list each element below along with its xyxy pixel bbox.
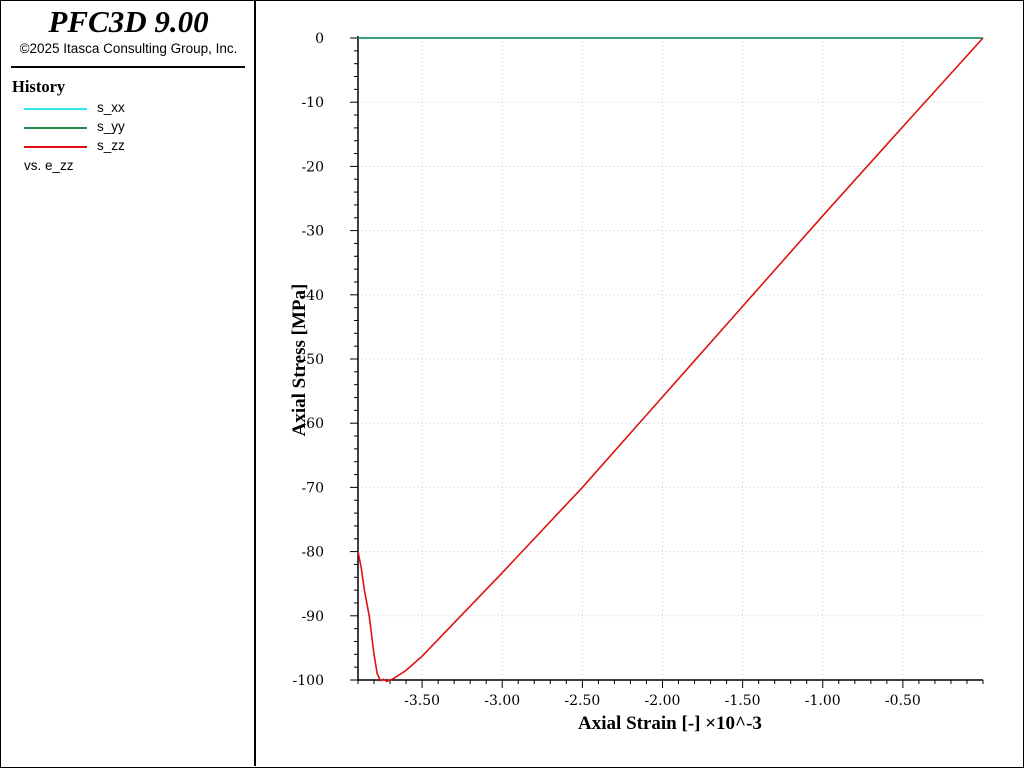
app-title: PFC3D 9.00 [48,4,209,39]
x-tick-label: -1.50 [725,693,761,709]
legend-swatch-s-yy [24,127,87,129]
legend-label-s-zz: s_zz [97,138,125,153]
legend-label-s-yy: s_yy [97,119,125,134]
versus-label: vs. e_zz [24,158,74,173]
labels-layer: 0 -10 -20 -30 -40 -50 -60 -70 -80 -90 -100 -3.50 -3.… [293,31,921,709]
y-tick-label: -80 [301,545,324,561]
y-tick-label: -60 [301,416,324,432]
y-tick-label: 0 [315,31,324,47]
series-layer [357,37,984,683]
x-tick-label: -2.50 [564,693,600,709]
copyright-text: ©2025 Itasca Consulting Group, Inc. [19,41,238,56]
legend-label-s-xx: s_xx [97,100,125,115]
series-line-s-zz [357,37,984,683]
legend-entry-s-zz: s_zz [23,138,223,154]
y-tick-label: -30 [301,224,324,240]
x-tick-label: -0.50 [885,693,921,709]
legend-swatch-s-zz [24,146,87,148]
x-tick-label: -1.00 [805,693,841,709]
y-tick-label: -90 [301,609,324,625]
grid-layer [358,38,983,680]
legend-panel: PFC3D 9.00 ©2025 Itasca Consulting Group… [1,1,256,766]
y-tick-label: -20 [301,159,324,175]
y-tick-label: -100 [293,673,324,689]
history-heading: History [12,77,66,96]
legend-swatch-s-xx [24,108,87,110]
x-tick-label: -3.00 [484,693,520,709]
x-tick-label: -3.50 [404,693,440,709]
y-tick-label: -50 [301,352,324,368]
legend-entry-s-xx: s_xx [23,100,223,116]
axes-layer [350,36,984,688]
y-axis-title: Axial Stress [MPa] [289,284,310,437]
x-axis-title: Axial Strain [-] ×10^-3 [578,713,762,734]
legend-entry-s-yy: s_yy [23,119,223,135]
title-divider [11,66,245,68]
y-tick-label: -40 [301,288,324,304]
y-tick-label: -70 [301,480,324,496]
y-tick-label: -10 [301,95,324,111]
x-tick-label: -2.00 [645,693,681,709]
